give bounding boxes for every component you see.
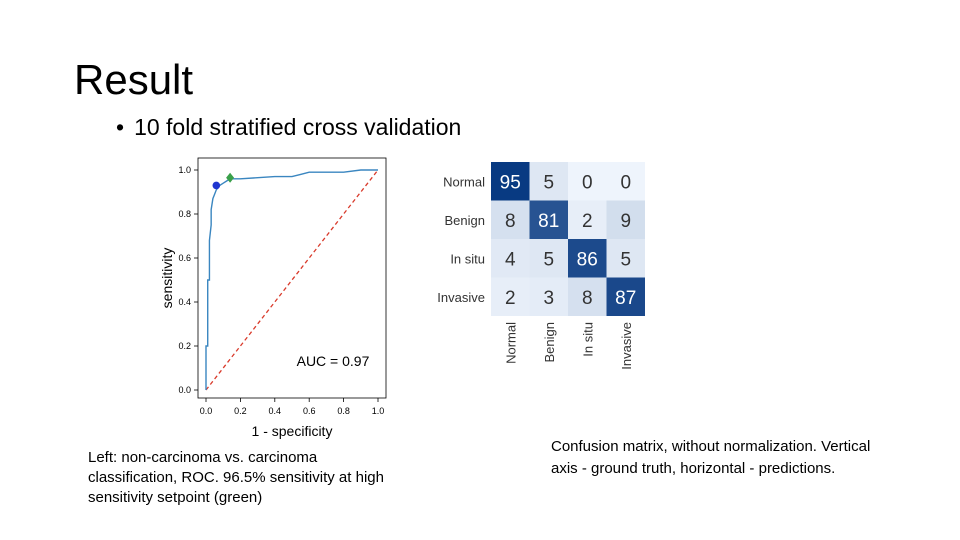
cm-column-label: Benign <box>542 322 557 362</box>
roc-plot-frame <box>197 157 387 399</box>
roc-setpoint-marker <box>212 181 221 190</box>
cm-cell <box>529 277 568 316</box>
roc-y-tick-label: 0.2 <box>178 341 191 351</box>
cm-cell-value: 9 <box>620 211 631 232</box>
cm-cell-value: 5 <box>543 249 554 270</box>
roc-x-tick-label: 0.8 <box>337 406 350 416</box>
roc-x-tick-label: 0.2 <box>234 406 247 416</box>
cm-cell <box>529 162 568 201</box>
confusion-matrix-caption: Confusion matrix, without normalization.… <box>551 438 871 477</box>
cm-cell <box>529 239 568 278</box>
cm-cell-value: 8 <box>582 288 593 309</box>
cm-cell <box>606 162 645 201</box>
roc-y-tick-label: 0.6 <box>178 253 191 263</box>
cm-row-label: Benign <box>445 213 485 228</box>
cm-cell <box>568 277 607 316</box>
slide-title: Result <box>74 56 194 103</box>
roc-chance-line <box>205 169 379 391</box>
cm-row-label: Normal <box>443 174 485 189</box>
cm-cell-value: 2 <box>582 211 593 232</box>
roc-y-tick-label: 1.0 <box>178 165 191 175</box>
roc-x-tick-label: 0.0 <box>200 406 213 416</box>
bullet-dot: • <box>116 114 125 140</box>
confusion-matrix: 95 5 0 0 8 81 2 9 4 5 86 5 2 3 8 87 Normal Benign In situ I… <box>437 162 645 370</box>
cm-cell-value: 5 <box>620 249 631 270</box>
cm-cell <box>491 200 530 239</box>
cm-cell-value: 0 <box>620 172 631 193</box>
cm-column-label: In situ <box>580 322 595 357</box>
bullet-text: 10 fold stratified cross validation <box>134 114 462 140</box>
roc-chart: 0.0 0.2 0.4 0.6 0.8 1.0 0.0 0.2 0.4 0.6 0.8 1.0 AUC… <box>159 157 387 439</box>
cm-cell-value: 8 <box>505 211 516 232</box>
cm-cell <box>529 200 568 239</box>
cm-cell-value: 87 <box>615 288 636 309</box>
roc-x-tick-label: 0.6 <box>303 406 316 416</box>
cm-cell-value: 4 <box>505 249 516 270</box>
cm-row-label: In situ <box>450 251 485 266</box>
cm-cell-value: 2 <box>505 288 516 309</box>
cm-cell <box>491 239 530 278</box>
cm-cell-value: 0 <box>582 172 593 193</box>
roc-curve <box>205 169 378 390</box>
cm-cell <box>568 239 607 278</box>
cm-cell-value: 5 <box>543 172 554 193</box>
roc-caption: Left: non-carcinoma vs. carcinoma classi… <box>88 449 384 506</box>
roc-x-tick-label: 0.4 <box>269 406 282 416</box>
cm-cell-value: 81 <box>538 211 559 232</box>
cm-cell-value: 86 <box>577 249 598 270</box>
roc-x-axis-label: 1 - specificity <box>252 423 333 439</box>
roc-high-sensitivity-marker <box>226 172 235 183</box>
cm-cell-value: 3 <box>543 288 554 309</box>
cm-cell <box>568 162 607 201</box>
cm-cell <box>568 200 607 239</box>
cm-cell <box>606 200 645 239</box>
cm-column-label: Normal <box>503 322 518 364</box>
cm-cell <box>491 277 530 316</box>
roc-y-tick-label: 0.0 <box>178 385 191 395</box>
cm-cell <box>606 239 645 278</box>
cm-cell-value: 95 <box>500 172 521 193</box>
cm-column-label: Invasive <box>619 322 634 370</box>
cm-cell <box>491 162 530 201</box>
cm-row-label: Invasive <box>437 290 485 305</box>
bullet-point: • 10 fold stratified cross validation <box>116 112 461 142</box>
roc-auc-annotation: AUC = 0.97 <box>297 353 370 369</box>
roc-y-tick-label: 0.4 <box>178 297 191 307</box>
roc-x-tick-label: 1.0 <box>372 406 385 416</box>
roc-y-axis-label: sensitivity <box>159 248 175 309</box>
cm-cell <box>606 277 645 316</box>
roc-y-tick-label: 0.8 <box>178 209 191 219</box>
